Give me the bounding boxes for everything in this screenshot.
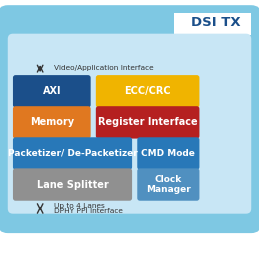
Text: CMD Mode: CMD Mode [141,149,195,158]
FancyBboxPatch shape [8,34,251,214]
Text: Clock
Manager: Clock Manager [146,175,191,194]
Polygon shape [174,13,251,35]
FancyBboxPatch shape [13,137,132,170]
FancyBboxPatch shape [13,75,91,107]
Text: Packetizer/ De-Packetizer: Packetizer/ De-Packetizer [8,149,137,158]
FancyBboxPatch shape [0,5,259,233]
Text: Video/Application Interface: Video/Application Interface [54,65,154,71]
FancyBboxPatch shape [96,106,199,139]
FancyBboxPatch shape [137,137,199,170]
FancyBboxPatch shape [137,168,199,201]
Text: Up to 4 Lanes: Up to 4 Lanes [54,203,105,209]
Text: Register Interface: Register Interface [98,117,197,127]
Text: Lane Splitter: Lane Splitter [37,179,109,190]
FancyBboxPatch shape [174,13,251,35]
Text: ECC/CRC: ECC/CRC [124,86,171,96]
Text: Memory: Memory [30,117,74,127]
FancyBboxPatch shape [13,106,91,139]
FancyBboxPatch shape [96,75,199,107]
FancyBboxPatch shape [13,168,132,201]
Text: DPHY PPI Interface: DPHY PPI Interface [54,208,123,214]
Text: DSI TX: DSI TX [191,16,241,28]
Text: AXI: AXI [42,86,61,96]
